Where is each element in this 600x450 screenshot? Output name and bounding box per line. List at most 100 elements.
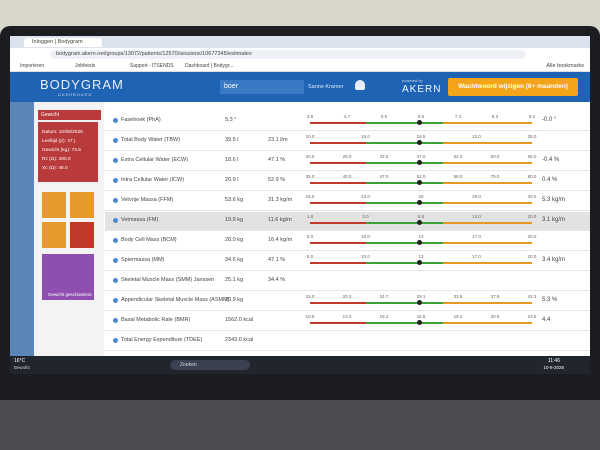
range-normal [365, 122, 444, 124]
address-bar: bodygram.akern.net/groups/13072/patients… [10, 48, 590, 61]
scale-label: 42.0 [379, 154, 389, 159]
scale-label: 15.0 [361, 134, 370, 139]
table-row[interactable]: Skeletal Muscle Mass (SMM) Janssen 25.1 k… [105, 272, 590, 291]
range-high [443, 302, 532, 304]
tile[interactable] [70, 192, 94, 218]
row-delta: 5.3 % [542, 297, 558, 303]
tile[interactable] [42, 192, 66, 218]
all-bookmarks[interactable]: Alle bookmarks [546, 63, 584, 69]
row-name: Total Body Water (TBW) [121, 137, 181, 143]
history-tile[interactable]: Gewicht geschiedenis [42, 254, 94, 300]
table-row[interactable]: Intra Cellular Water (ICW) 20.9 l 52.9 % 35… [105, 172, 590, 191]
range-scale: 5.0 10.0 13 17.0 20.0 [307, 232, 536, 250]
scale-label: 5.6 [380, 114, 388, 119]
row-value2: 31.3 kg/m [268, 197, 293, 203]
session-card[interactable]: Datum: 10/08/2026 Leeftijd (jr): 37 j Gewi… [38, 122, 98, 182]
table-row[interactable]: Vetmassa (FM) 19.9 kg 11.6 kg/m 1.8 3.0 8.5 14… [105, 212, 590, 231]
user[interactable]: Sanne Kramer [308, 84, 344, 90]
marker [416, 260, 422, 265]
scale-label: 15.0 [305, 194, 315, 199]
marker [416, 160, 422, 165]
scale-label: 20.9 [490, 314, 500, 319]
info-icon [113, 158, 118, 163]
table-row[interactable]: Body Cell Mass (BCM) 28.0 kg 16.4 kg/m 5.0 1… [105, 232, 590, 251]
row-value: 25.1 kg [225, 277, 244, 283]
password-button[interactable]: Wachtwoord wijzigen (6+ maanden) [448, 78, 578, 96]
row-value: 28.0 kg [225, 237, 244, 243]
row-value2: 47.1 % [268, 257, 286, 263]
bookmark[interactable]: Dashboard | Bodygr... [185, 63, 234, 69]
bookmark[interactable]: Support - ITSENDS [130, 63, 174, 69]
clock-time: 11:46 [547, 358, 560, 364]
scale-label: 20.0 [527, 214, 537, 219]
info-icon [113, 238, 118, 243]
scale-label: 13.3 [342, 314, 352, 319]
scale-label: 17.0 [472, 234, 481, 239]
row-value2: 34.4 % [268, 277, 286, 283]
range-low [310, 262, 366, 264]
table-row[interactable]: Total Body Water (TBW) 39.5 l 23.1 l/m 10.0… [105, 132, 590, 151]
row-name: Fasehoek (PhA) [121, 117, 161, 123]
row-delta: 5.3 kg/m [542, 197, 566, 203]
table-row[interactable]: Fasehoek (PhA) 5,3 ° 3.8 4.7 5.6 6.5 7.4 8.3 9.2… [105, 112, 590, 131]
scale-label: 8.5 [417, 214, 425, 219]
row-name: Extra Cellular Water (ECW) [121, 157, 189, 163]
url[interactable]: bodygram.akern.net/groups/13072/patients… [50, 50, 526, 59]
table-row[interactable]: Appendicular Skeletal Muscle Mass (ASMM)… [105, 292, 590, 311]
range-low [310, 142, 366, 144]
bookmark[interactable]: Jobfeeds [75, 63, 96, 69]
sidebar-title: Gewicht [38, 110, 101, 120]
scale-label: 14.0 [472, 214, 481, 219]
table-row[interactable]: Extra Cellular Water (ECW) 18.6 l 47.1 % 20… [105, 152, 590, 171]
range-normal [365, 202, 444, 204]
range-low [310, 322, 366, 324]
taskbar-search[interactable]: Zoeken [170, 360, 250, 370]
table-row[interactable]: Basal Metabolic Rate (BMR) 1562.0 kcal 10.… [105, 312, 590, 331]
search[interactable]: boer [220, 80, 304, 94]
scale-label: 8.3 [491, 114, 499, 119]
scale-label: 16.5 [416, 314, 426, 319]
scale-label: 1.8 [306, 214, 314, 219]
bookmark[interactable]: Importeren [20, 63, 45, 69]
row-name: Vetvrije Massa (FFM) [121, 197, 174, 203]
row-value2: 47.1 % [268, 157, 286, 163]
scale-label: 5.0 [306, 254, 314, 259]
tile[interactable] [42, 222, 66, 248]
row-name: Appendicular Skeletal Muscle Mass (ASMM) [121, 297, 230, 303]
scale-label: 29.0 [472, 194, 481, 199]
range-normal [365, 162, 444, 164]
row-value: 20.9 l [225, 177, 239, 183]
range-scale: 5.0 10.0 13 17.0 20.0 [306, 252, 536, 270]
scale-label: 52.0 [416, 174, 426, 179]
range-low [310, 302, 366, 304]
range-normal [365, 302, 444, 304]
tile-label: Gewicht geschiedenis [48, 292, 92, 297]
marker [416, 240, 422, 245]
card-line: Gewicht (kg): 73.5 [42, 148, 81, 153]
range-low [310, 162, 366, 164]
scale-label: 13 [418, 234, 424, 239]
info-icon [113, 198, 118, 203]
range-scale: 3.8 4.7 5.6 6.5 7.4 8.3 9.2 [307, 112, 535, 130]
row-name: Spiermassa (MM) [121, 257, 165, 263]
row-name: Basal Metabolic Rate (BMR) [121, 317, 191, 323]
tab[interactable]: Inloggen | Bodygram [24, 38, 102, 47]
row-name: Intra Cellular Water (ICW) [121, 177, 185, 183]
info-icon [113, 178, 118, 183]
range-scale: 15.0 20.3 24.7 29.1 33.5 37.9 42.3 [306, 292, 536, 310]
scale-label: 35.0 [527, 134, 537, 139]
tile[interactable] [70, 222, 94, 248]
table-row[interactable]: Spiermassa (MM) 34.6 kg 47.1 % 5.0 10.0 13 17.… [105, 252, 590, 271]
logo-sub: DASHBOARD [58, 92, 93, 97]
taskbar: 16°C Bewolkt Zoeken 11:46 10-8-2026 [10, 356, 590, 374]
bell-icon[interactable] [355, 80, 365, 90]
scale-label: 18.5 [416, 134, 426, 139]
table-row[interactable]: Vetvrije Massa (FFM) 53.6 kg 31.3 kg/m 15.0… [105, 192, 590, 211]
range-scale: 1.8 3.0 8.5 14.0 20.0 [306, 212, 536, 230]
table-row[interactable]: Total Energy Expenditure (TDEE) 2343.0 kc… [105, 332, 590, 351]
info-icon [113, 258, 118, 263]
scale-label: 58.0 [453, 174, 463, 179]
scale-label: 26 [418, 194, 424, 199]
scale-label: 13 [418, 254, 424, 259]
